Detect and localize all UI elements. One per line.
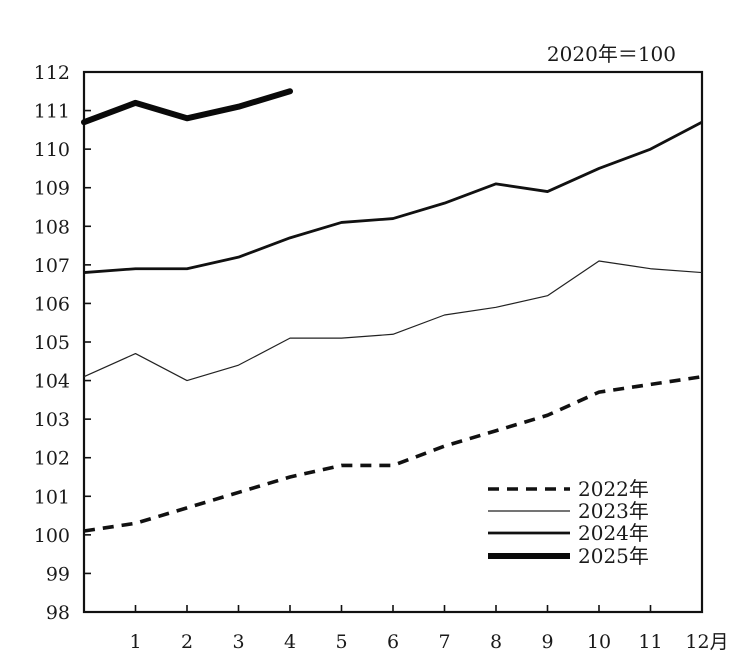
y-tick-label: 105 (34, 332, 70, 354)
y-tick-label: 99 (46, 563, 70, 585)
y-tick-label: 107 (34, 255, 70, 277)
legend-label-1: 2022年 (578, 477, 649, 501)
y-tick-label: 100 (34, 525, 70, 547)
x-tick-label: 8 (490, 631, 502, 653)
y-tick-label: 103 (34, 409, 70, 431)
x-tick-label: 10 (587, 631, 611, 653)
y-tick-label: 108 (34, 216, 70, 238)
x-tick-label: 6 (387, 631, 399, 653)
y-tick-label: 112 (34, 62, 70, 84)
x-tick-label: 12月 (685, 631, 728, 653)
y-axis: 98 99 100 101 102 103 104 105 106 107 108 109 110 111… (34, 62, 91, 624)
y-tick-label: 106 (34, 293, 70, 315)
series-line-1 (83, 374, 703, 533)
x-tick-label: 1 (129, 631, 141, 653)
x-tick-label: 11 (638, 631, 662, 653)
y-tick-label: 101 (34, 486, 70, 508)
y-tick-label: 104 (34, 371, 70, 393)
unit-note: 2020年＝100 (547, 42, 676, 66)
x-tick-label: 4 (284, 631, 296, 653)
y-tick-label: 111 (34, 101, 70, 123)
series-line-3 (83, 120, 703, 274)
legend-label-3: 2024年 (578, 521, 649, 545)
legend-label-2: 2023年 (578, 499, 649, 523)
y-tick-label: 109 (34, 178, 70, 200)
x-axis: 1 2 3 4 5 6 7 8 9 10 11 12月 (129, 605, 729, 653)
y-tick-label: 110 (34, 139, 70, 161)
x-tick-label: 9 (541, 631, 553, 653)
x-tick-label: 7 (438, 631, 450, 653)
series-line-2 (83, 260, 703, 382)
x-tick-label: 5 (335, 631, 347, 653)
legend-label-4: 2025年 (578, 544, 649, 568)
x-tick-label: 2 (181, 631, 193, 653)
series-layer (81, 88, 703, 533)
y-tick-label: 102 (34, 448, 70, 470)
x-tick-label: 3 (232, 631, 244, 653)
series-line-4 (81, 88, 293, 126)
y-tick-label: 98 (46, 602, 70, 624)
